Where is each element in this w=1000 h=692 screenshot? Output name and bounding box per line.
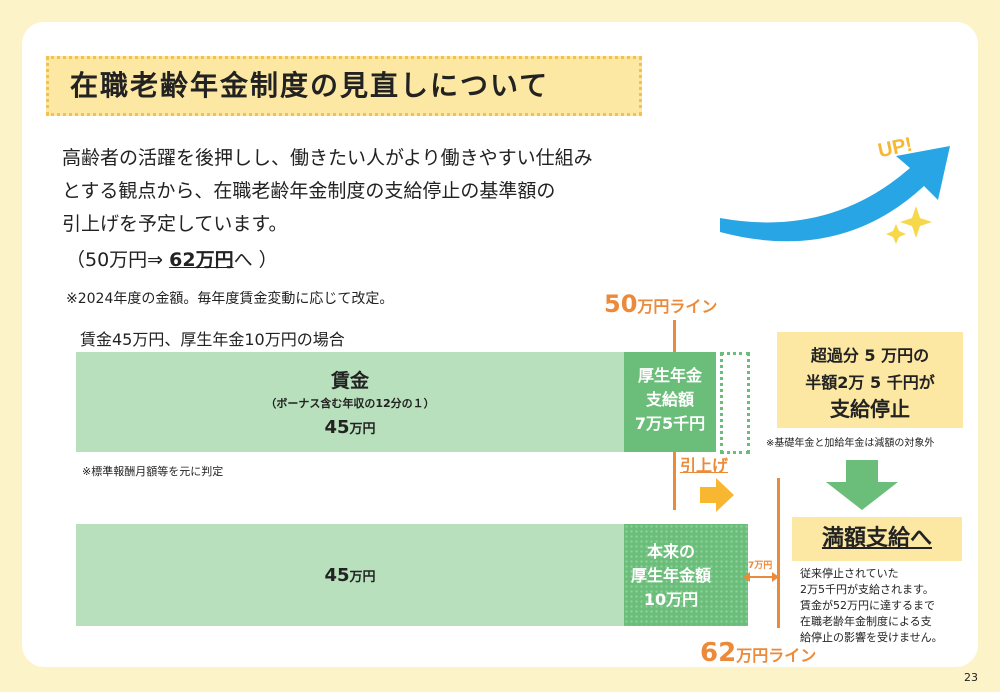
pension-label-1: 本来の [646,542,695,561]
intro-line: 高齢者の活躍を後押しし、働きたい人がより働きやすい仕組み [62,147,593,169]
intro-line: 引上げを予定しています。 [62,213,288,235]
suspension-box: 超過分 5 万円の 半額2万 5 千円が 支給停止 [777,332,963,428]
description-line: 賃金が52万円に達するまで [800,599,935,612]
title-banner [46,56,642,116]
description-line: 在職老齢年金制度による支 [800,615,932,628]
wage-subtitle: （ボーナス含む年収の12分の１） [265,397,435,410]
intro-line: とする観点から、在職老齢年金制度の支給停止の基準額の [62,180,556,202]
wage-bar-current: 賃金 （ボーナス含む年収の12分の１） 45万円 [76,352,624,452]
line-50-label: 50万円ライン [604,290,717,318]
full-payment-description: 従来停止されていた 2万5千円が支給されます。 賃金が52万円に達するまで 在職… [800,566,943,646]
wage-number: 45 [324,564,350,586]
page-number: 23 [964,671,978,684]
wage-basis-note: ※標準報酬月額等を元に判定 [82,465,224,478]
pension-label-1: 厚生年金 [637,366,702,385]
pension-label-2: 厚生年金額 [630,566,711,585]
line-50-number: 50 [604,290,638,318]
wage-bar-new: 45 万円 [76,524,624,626]
exemption-note: ※基礎年金と加給年金は減額の対象外 [766,438,935,449]
change-prefix: （50万円⇒ [66,249,170,271]
pension-label-3: 10万円 [643,590,699,609]
change-suffix: へ ） [233,249,278,271]
suspension-line-1: 超過分 5 万円の [810,346,930,365]
pension-label-3: 7万5千円 [634,414,706,433]
suspension-line-3: 支給停止 [830,397,910,421]
description-line: 給停止の影響を受けません。 [800,631,943,644]
page-title: 在職老齢年金制度の見直しについて [70,69,550,102]
pension-bar-current: 厚生年金 支給額 7万5千円 [624,352,716,452]
case-label: 賃金45万円、厚生年金10万円の場合 [80,330,345,349]
description-line: 従来停止されていた [800,567,899,580]
line-62-marker [777,478,780,628]
suspension-line-2: 半額2万 5 千円が [805,373,935,392]
wage-number: 45 [324,417,350,438]
line-62-label: 62万円ライン [700,638,816,668]
intro-text: 高齢者の活躍を後押しし、働きたい人がより働きやすい仕組み とする観点から、在職老… [62,142,593,241]
full-payment-banner: 満額支給へ [792,517,962,561]
double-arrow-icon [743,572,779,582]
description-line: 2万5千円が支給されます。 [800,583,934,596]
line-62-number: 62 [700,638,737,668]
threshold-change: （50万円⇒ 62万円へ ） [66,245,278,272]
wage-unit: 万円 [349,422,376,437]
line-50-unit: 万円ライン [637,297,718,316]
right-arrow-icon [700,478,734,512]
stopped-portion-box [720,352,750,454]
pension-label-2: 支給額 [645,390,694,409]
change-new-amount: 62万円 [169,249,234,271]
up-arrow-icon: UP! [720,134,950,244]
raise-label: 引上げ [680,456,729,475]
wage-unit: 万円 [349,569,376,585]
difference-label: 7万円 [748,561,773,571]
line-62-unit: 万円ライン [736,646,817,665]
down-arrow-icon [826,460,898,510]
fiscal-year-note: ※2024年度の金額。毎年度賃金変動に応じて改定。 [66,291,394,307]
wage-amount: 45万円 [76,417,624,438]
pension-bar-new: 本来の 厚生年金額 10万円 [624,524,748,626]
wage-title: 賃金 [330,370,369,392]
